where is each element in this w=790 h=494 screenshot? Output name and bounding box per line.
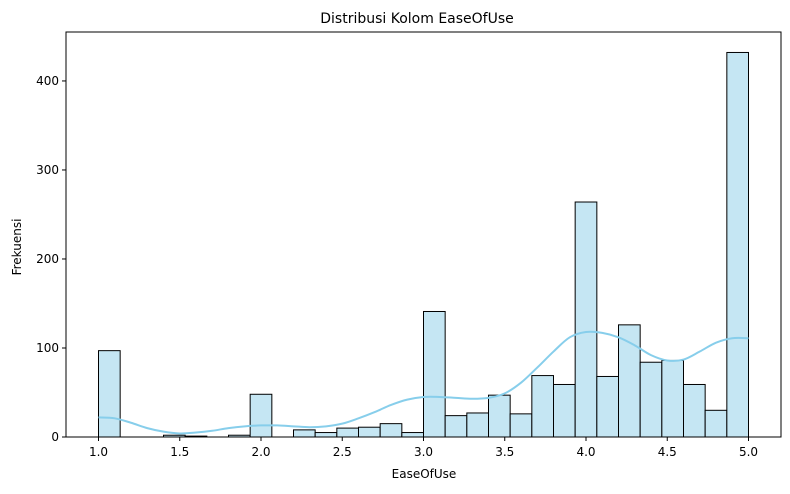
x-tick-label: 1.0 — [89, 445, 108, 459]
chart-title: Distribusi Kolom EaseOfUse — [320, 11, 514, 27]
histogram-bar — [726, 51, 750, 438]
histogram-bar — [358, 426, 381, 438]
x-tick-label: 1.5 — [170, 445, 189, 459]
y-tick-label: 100 — [36, 341, 59, 355]
histogram-bar — [336, 427, 359, 438]
histogram-bar — [379, 423, 403, 438]
histogram-bar — [444, 415, 468, 438]
x-tick-label: 2.0 — [251, 445, 270, 459]
histogram-bar — [596, 375, 620, 438]
histogram-bar — [401, 432, 424, 438]
axes-group: 1.0 1.5 2.0 2.5 3.0 3.5 4.0 4.5 5.0 0 100 200 300 400 — [36, 31, 782, 459]
histogram-bar — [314, 432, 338, 438]
y-tick-label: 200 — [36, 252, 59, 266]
y-tick-label: 300 — [36, 163, 59, 177]
x-axis-label: EaseOfUse — [392, 467, 457, 481]
histogram-bar — [293, 429, 316, 438]
x-tick-label: 4.5 — [658, 445, 677, 459]
histogram-bar — [683, 383, 706, 438]
histogram-bar — [98, 350, 121, 438]
histogram-bar — [423, 310, 446, 438]
histogram-bar — [531, 375, 555, 438]
histogram-bar — [488, 394, 511, 438]
histogram-bar — [704, 409, 728, 438]
histogram-bar — [249, 393, 273, 438]
x-tick-label: 3.0 — [414, 445, 433, 459]
histogram-bar — [661, 359, 685, 438]
histogram-bar — [553, 383, 576, 438]
x-tick-label: 3.5 — [495, 445, 514, 459]
x-tick-label: 2.5 — [333, 445, 352, 459]
y-tick-label: 0 — [51, 430, 59, 444]
y-tick-label: 400 — [36, 74, 59, 88]
kde-line — [98, 330, 749, 435]
y-axis-label: Frekuensi — [10, 219, 24, 276]
histogram-bar — [639, 361, 663, 438]
bars-group — [98, 51, 750, 438]
x-tick-label: 5.0 — [739, 445, 758, 459]
histogram-bar — [574, 201, 598, 438]
histogram-bar — [466, 412, 489, 438]
x-tick-label: 4.0 — [576, 445, 595, 459]
histogram-bar — [509, 413, 533, 438]
